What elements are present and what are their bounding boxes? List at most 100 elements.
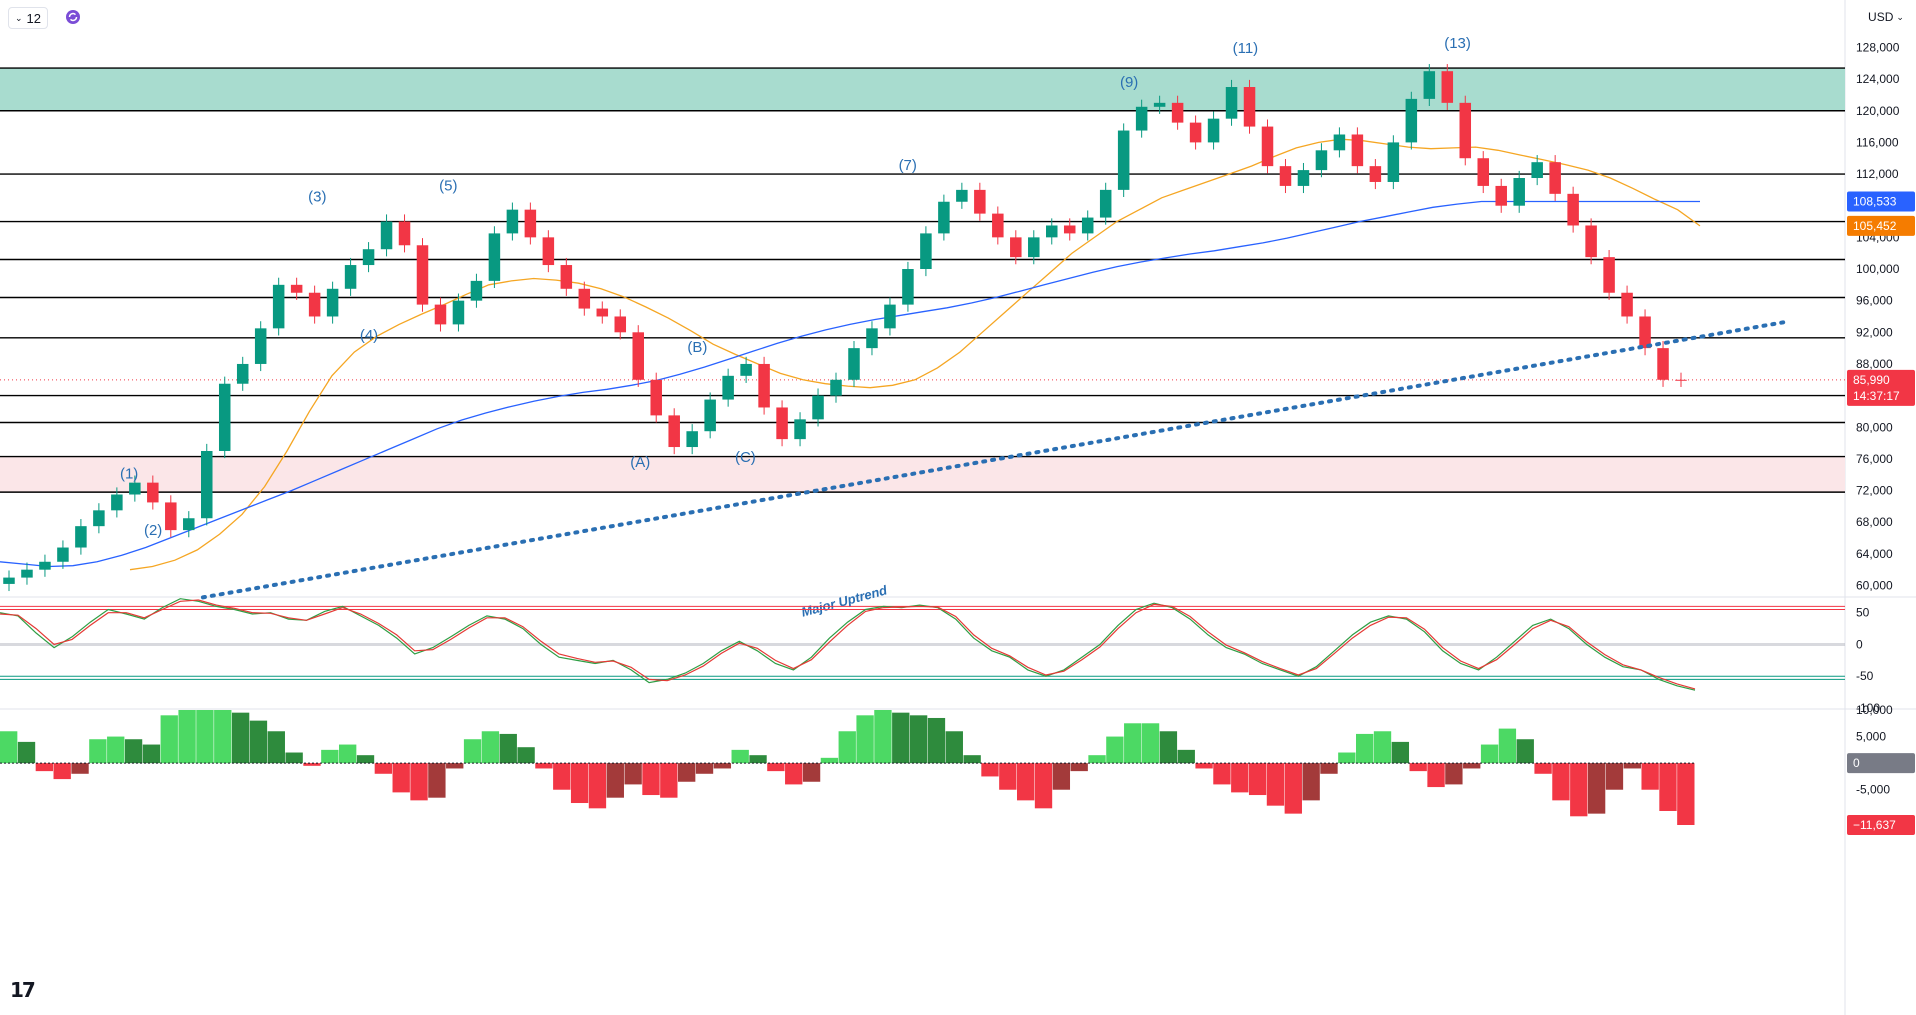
oscillator-tick-label: 0 xyxy=(1856,637,1863,651)
histogram-bar xyxy=(214,710,232,764)
candle-body xyxy=(1046,225,1058,238)
histogram-bar xyxy=(1159,731,1178,764)
candle-body xyxy=(1243,87,1256,127)
histogram-bar xyxy=(1552,763,1570,801)
histogram-bar xyxy=(963,755,981,764)
candle-body xyxy=(1279,166,1292,186)
chart-toolbar: ⌄ 12 USD ⌄ xyxy=(0,0,1916,34)
histogram-bar xyxy=(570,763,589,804)
candle-body xyxy=(812,395,824,420)
histogram-bar xyxy=(838,731,856,764)
y-axis-tick-label: 68,000 xyxy=(1856,515,1893,529)
candle-body xyxy=(686,431,698,448)
candle-body xyxy=(1351,134,1364,167)
histogram-bar xyxy=(356,755,375,764)
candle-body xyxy=(1010,237,1022,258)
histogram-bar xyxy=(1213,763,1231,785)
histogram-bar xyxy=(820,757,839,764)
histogram-bar xyxy=(1338,752,1356,764)
candle-body xyxy=(542,237,555,266)
candle-body xyxy=(165,502,177,531)
candle-body xyxy=(416,245,429,305)
histogram-bar xyxy=(749,755,767,764)
histogram-bar xyxy=(695,763,714,774)
histogram-bar xyxy=(1391,741,1410,764)
histogram-bar xyxy=(463,739,482,764)
histogram-bar xyxy=(178,710,196,764)
histogram-bar xyxy=(1498,728,1517,764)
candle-body xyxy=(992,213,1004,238)
histogram-bar xyxy=(1302,763,1320,801)
histogram-bar xyxy=(53,763,71,780)
histogram-bar xyxy=(678,763,696,782)
histogram-bar xyxy=(535,763,553,769)
histogram-bar xyxy=(1641,763,1659,790)
price-tag-bg xyxy=(1847,215,1915,236)
histogram-bar xyxy=(1587,763,1606,814)
candle-body xyxy=(1549,162,1561,194)
histogram-bar xyxy=(124,739,143,764)
candle-body xyxy=(632,332,644,380)
support-zone xyxy=(0,456,1845,493)
histogram-bar xyxy=(0,731,18,764)
histogram-tick-label: -5,000 xyxy=(1856,783,1890,797)
candle-body xyxy=(1189,122,1202,143)
wave-label: (13) xyxy=(1444,35,1471,52)
histogram-bar xyxy=(1373,731,1392,764)
histogram-bar xyxy=(856,715,874,764)
moving-average-line xyxy=(129,138,1701,571)
histogram-bar xyxy=(321,749,339,764)
candle-body xyxy=(1369,166,1382,182)
candle-body xyxy=(434,304,447,325)
candle-body xyxy=(470,280,483,301)
histogram-tag-bg xyxy=(1847,815,1915,835)
histogram-bar xyxy=(767,763,785,772)
oscillator-line xyxy=(0,598,1696,691)
price-tag-bg xyxy=(1847,369,1915,406)
histogram-bar xyxy=(1088,755,1106,764)
interval-selector[interactable]: ⌄ 12 xyxy=(8,7,48,29)
chevron-down-icon: ⌄ xyxy=(14,12,23,23)
histogram-bar xyxy=(606,763,624,798)
currency-selector[interactable]: USD ⌄ xyxy=(1868,6,1904,28)
candle-body xyxy=(848,348,860,380)
oscillator-tick-label: -100 xyxy=(1856,701,1880,715)
histogram-bar xyxy=(642,763,660,796)
candle-body xyxy=(1513,178,1525,206)
candle-body xyxy=(938,201,950,234)
candle-body xyxy=(884,304,896,329)
histogram-bar xyxy=(267,731,285,764)
histogram-tick-label: 5,000 xyxy=(1856,730,1886,744)
currency-label: USD xyxy=(1868,10,1894,24)
histogram-bar xyxy=(1195,763,1213,769)
candle-body xyxy=(39,561,51,570)
candle-body xyxy=(560,265,573,289)
histogram-bar xyxy=(1570,763,1588,817)
candle-body xyxy=(1639,316,1651,349)
histogram-bar xyxy=(1124,723,1142,764)
major-uptrend-line xyxy=(200,319,1792,600)
refresh-button[interactable] xyxy=(62,7,84,27)
y-axis-tick-label: 120,000 xyxy=(1856,104,1900,118)
candle-body xyxy=(488,233,501,281)
candle-body xyxy=(1261,126,1274,167)
y-axis-tick-label: 100,000 xyxy=(1856,262,1900,276)
candle-body xyxy=(1459,102,1472,159)
candle-body xyxy=(704,399,716,432)
candle-body xyxy=(308,292,321,317)
histogram-bar xyxy=(1356,733,1374,764)
histogram-bar xyxy=(196,710,214,764)
histogram-bar xyxy=(410,763,428,801)
candle-body xyxy=(1207,118,1220,143)
candle-body xyxy=(344,265,357,289)
price-tag: 108,533 xyxy=(1853,194,1897,208)
histogram-bar xyxy=(1266,763,1285,806)
histogram-bar xyxy=(17,741,36,764)
histogram-bar xyxy=(339,744,357,764)
candle-body xyxy=(1441,71,1454,103)
wave-label: (B) xyxy=(687,339,707,356)
histogram-bar xyxy=(1480,744,1499,764)
candle-body xyxy=(1477,158,1489,186)
oscillator-line xyxy=(0,599,1696,690)
